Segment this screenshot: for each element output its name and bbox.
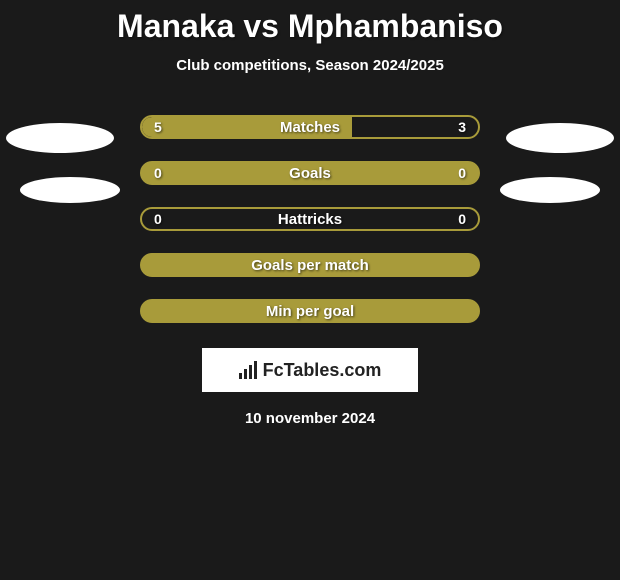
stat-row-mpg: Min per goal [0,288,620,334]
stat-row-gpm: Goals per match [0,242,620,288]
stat-bar-gpm: Goals per match [140,253,480,277]
stat-label: Goals [289,165,331,182]
stat-value-left: 5 [154,119,162,135]
logo-bars-icon [239,361,259,379]
date-text: 10 november 2024 [0,410,620,427]
logo-bar-seg [254,361,257,379]
stat-value-left: 0 [154,211,162,227]
stat-row-goals: 0 Goals 0 [0,150,620,196]
stat-bar-hattricks: 0 Hattricks 0 [140,207,480,231]
stat-label: Hattricks [278,211,342,228]
subtitle: Club competitions, Season 2024/2025 [0,57,620,74]
comparison-infographic: Manaka vs Mphambaniso Club competitions,… [0,0,620,427]
logo-bar-seg [244,369,247,379]
page-title: Manaka vs Mphambaniso [0,8,620,45]
logo-text: FcTables.com [263,360,382,381]
stat-value-right: 0 [458,165,466,181]
stat-value-right: 3 [458,119,466,135]
logo-bar-seg [249,365,252,379]
stat-bar-mpg: Min per goal [140,299,480,323]
stat-row-matches: 5 Matches 3 [0,104,620,150]
stats-list: 5 Matches 3 0 Goals 0 0 Hattricks 0 [0,104,620,334]
logo-box: FcTables.com [202,348,418,392]
stat-label: Matches [280,119,340,136]
logo-bar-seg [239,373,242,379]
stat-value-left: 0 [154,165,162,181]
stat-label: Min per goal [266,303,354,320]
stat-bar-goals: 0 Goals 0 [140,161,480,185]
stat-label: Goals per match [251,257,369,274]
logo: FcTables.com [239,360,382,381]
stat-row-hattricks: 0 Hattricks 0 [0,196,620,242]
stat-value-right: 0 [458,211,466,227]
stat-bar-matches: 5 Matches 3 [140,115,480,139]
